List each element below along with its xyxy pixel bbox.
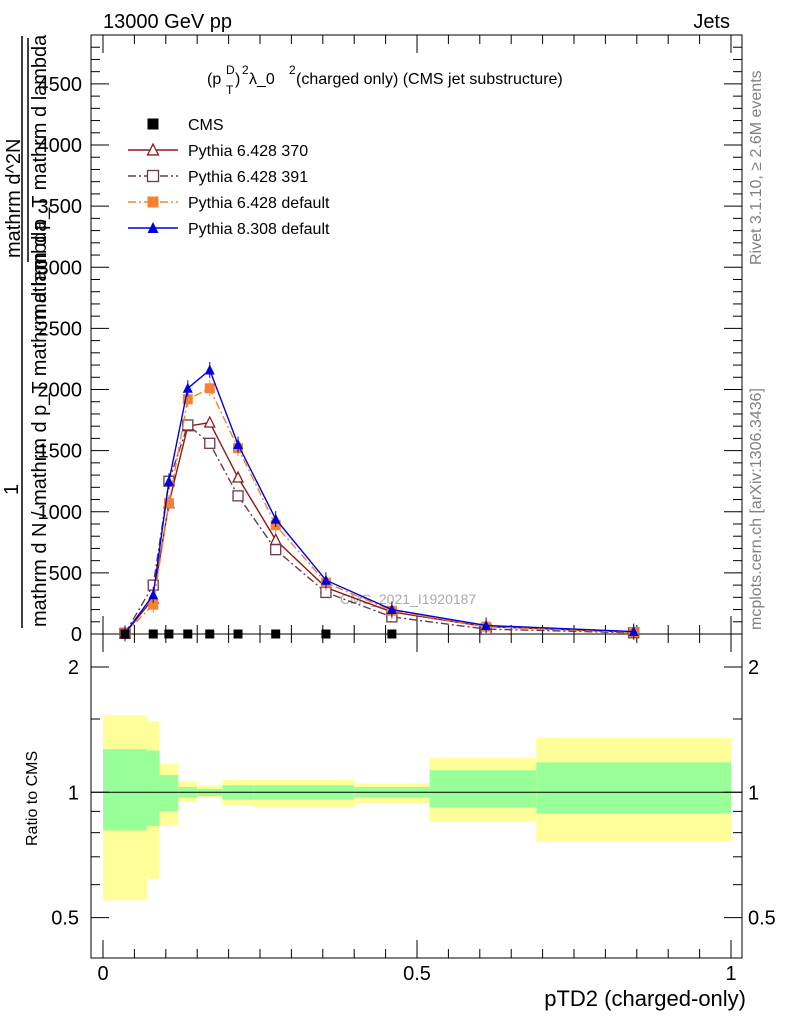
- ratio-ytick-label-left: 1: [68, 782, 79, 804]
- title-close: ): [235, 71, 240, 88]
- data-point: [148, 589, 159, 600]
- data-point: [387, 629, 397, 639]
- data-point: [231, 470, 245, 483]
- main-ytick-label: 2500: [38, 318, 83, 340]
- legend-marker: [146, 142, 160, 156]
- data-point: [270, 544, 282, 556]
- data-point: [163, 475, 174, 486]
- x-tick-label: 0: [97, 963, 108, 985]
- data-point: [182, 419, 194, 431]
- data-point: [628, 626, 639, 637]
- legend-entry-3: Pythia 6.428 default: [128, 195, 330, 212]
- ylabel-denominator: mathrm d N / mathrm d p_T mathrm d lambd…: [29, 220, 51, 627]
- ratio-band-green-1: [146, 750, 160, 827]
- legend-label: Pythia 6.428 391: [188, 169, 308, 186]
- main-ytick-label: 4000: [38, 135, 83, 157]
- title-sub-t: T: [226, 83, 234, 97]
- legend-label: Pythia 6.428 default: [188, 195, 330, 212]
- main-ytick-label: 4500: [38, 74, 83, 96]
- data-point: [481, 619, 492, 630]
- ratio-band-green-8: [429, 770, 537, 808]
- ratio-band-green-0: [103, 749, 147, 831]
- rivet-label: Rivet 3.1.10, ≥ 2.6M events: [748, 70, 765, 265]
- data-point: [203, 415, 216, 428]
- data-point: [271, 629, 281, 639]
- title-sup-d: D: [226, 63, 235, 77]
- legend-entry-4: Pythia 8.308 default: [128, 221, 330, 238]
- main-ytick-label: 1000: [38, 502, 83, 524]
- legend-marker: [147, 196, 159, 208]
- ylabel-one: 1: [1, 484, 23, 495]
- data-point: [183, 629, 193, 639]
- data-point: [233, 629, 243, 639]
- data-point: [182, 382, 193, 393]
- x-axis-ticks: 0 0.5 1: [97, 35, 737, 985]
- main-ytick-label: 1500: [38, 441, 83, 463]
- data-point: [386, 604, 397, 615]
- data-point: [148, 599, 159, 610]
- main-axis-ticks: 0 500 1000 1500 2000 2500 3000 3500 4000 4500: [38, 46, 742, 646]
- header-process: Jets: [693, 11, 730, 33]
- data-point: [270, 513, 281, 524]
- ratio-band-green-2: [159, 775, 179, 812]
- legend-label: CMS: [188, 117, 224, 134]
- data-point: [204, 383, 215, 394]
- data-point: [120, 629, 130, 639]
- series-cms: [120, 629, 397, 639]
- title-rest: (charged only) (CMS jet substructure): [296, 71, 563, 88]
- legend-entry-0: CMS: [147, 117, 224, 134]
- x-tick-label: 1: [725, 963, 736, 985]
- header-energy: 13000 GeV pp: [103, 11, 232, 33]
- data-point: [182, 394, 193, 405]
- main-ytick-label: 2000: [38, 380, 83, 402]
- mcplots-label: mcplots.cern.ch [arXiv:1306.3436]: [748, 388, 765, 630]
- data-point: [269, 532, 282, 546]
- legend-marker: [146, 169, 160, 183]
- analysis-watermark: CMS_2021_I1920187: [340, 591, 476, 607]
- data-point: [163, 498, 174, 509]
- ratio-bands: [91, 715, 742, 901]
- legend-label: Pythia 6.428 370: [188, 143, 308, 160]
- main-ytick-label: 500: [49, 563, 82, 585]
- legend-entry-1: Pythia 6.428 370: [128, 142, 308, 160]
- legend: CMS Pythia 6.428 370 Pythia 6.428 391 Pythi…: [128, 117, 330, 238]
- series-pythia-8-308-default: [119, 361, 639, 642]
- legend-label: Pythia 8.308 default: [188, 221, 330, 238]
- x-tick-label: 0.5: [403, 963, 431, 985]
- data-point: [148, 629, 158, 639]
- ratio-ytick-label-right: 1: [748, 782, 759, 804]
- main-ytick-label: 0: [71, 624, 82, 646]
- data-point: [233, 439, 244, 450]
- ratio-band-green-9: [536, 762, 731, 814]
- title-sup-2a: 2: [242, 63, 249, 77]
- legend-entry-2: Pythia 6.428 391: [128, 169, 308, 186]
- ratio-ytick-label-left: 0.5: [51, 908, 79, 930]
- data-point: [204, 364, 215, 375]
- x-axis-label: pTD2 (charged-only): [544, 986, 746, 1011]
- ratio-axis-ticks: 0.5 1 2 0.5 1 2: [51, 657, 776, 959]
- main-ytick-label: 3500: [38, 196, 83, 218]
- data-point: [320, 574, 331, 585]
- data-point: [204, 437, 216, 449]
- legend-marker: [147, 118, 159, 130]
- main-ylabel: 1 mathrm d N / mathrm d p_T mathrm d lam…: [1, 34, 51, 628]
- ratio-ylabel: Ratio to CMS: [24, 751, 41, 846]
- plot-title: (p D T ) 2 λ_0 2 (charged only) (CMS jet…: [207, 63, 563, 97]
- legend-marker: [147, 222, 159, 233]
- ratio-ytick-label-right: 2: [748, 657, 759, 679]
- title-lambda: λ_0: [249, 71, 275, 88]
- series-layer: [118, 361, 640, 642]
- main-ytick-label: 3000: [38, 257, 83, 279]
- ylabel-d2n: mathrm d^2N: [3, 139, 25, 258]
- ylabel-numerator: mathrm d p_T mathrm d lambda: [29, 34, 51, 320]
- title-open: (p: [207, 71, 221, 88]
- ratio-ytick-label-right: 0.5: [748, 908, 776, 930]
- ratio-ytick-label-left: 2: [68, 657, 79, 679]
- data-point: [205, 629, 215, 639]
- title-sup-2b: 2: [289, 63, 296, 77]
- data-point: [321, 629, 331, 639]
- data-point: [232, 490, 244, 502]
- data-point: [164, 629, 174, 639]
